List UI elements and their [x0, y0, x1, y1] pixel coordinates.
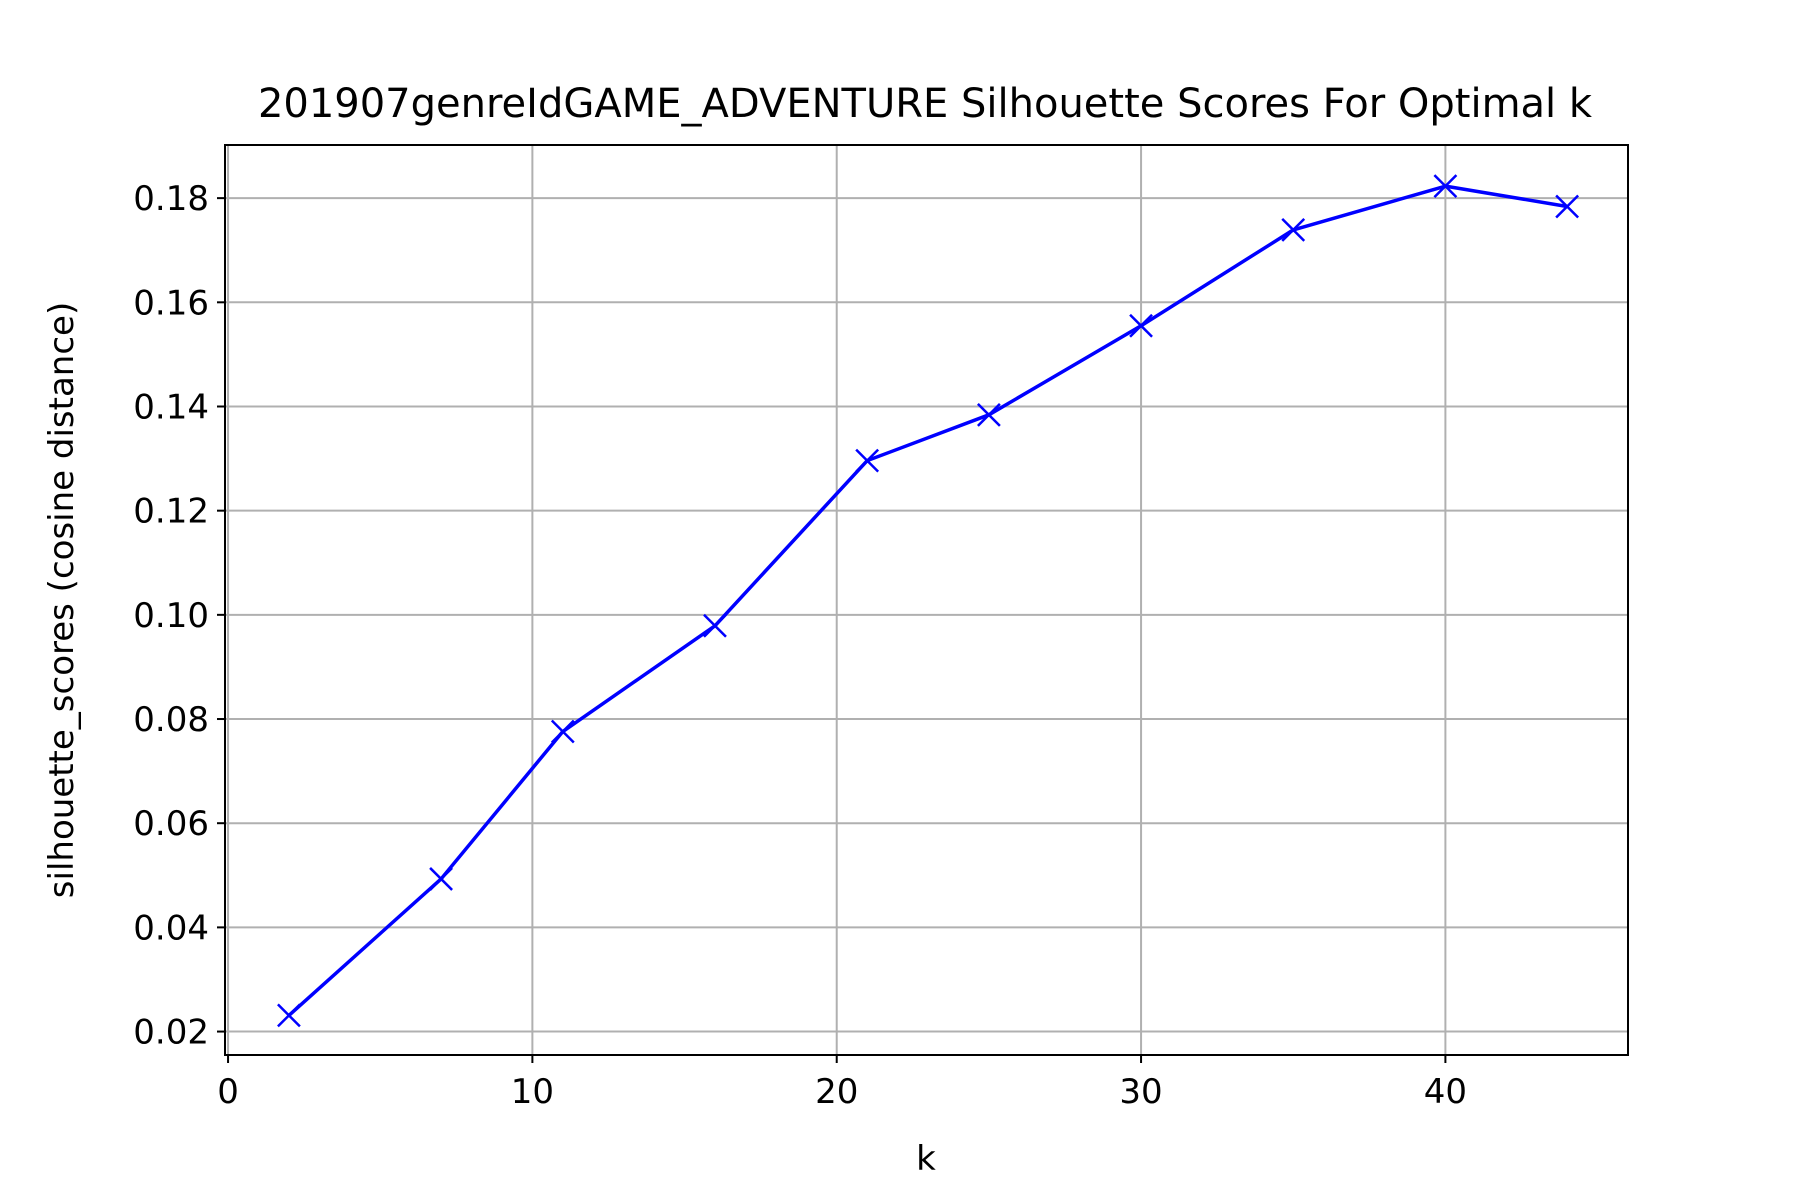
y-tick-label: 0.14	[133, 387, 209, 427]
data-point-marker	[1555, 194, 1580, 219]
data-point-marker	[550, 719, 575, 744]
data-point-marker	[977, 402, 1001, 427]
tick-layer: 0 10 20 30 40 0.02 0.04 0.06 0.08 0.10 0.12 0.14 0.1…	[133, 179, 1467, 1112]
data-point-marker	[1129, 313, 1153, 338]
data-point-marker	[703, 613, 727, 638]
y-tick-label: 0.06	[133, 804, 209, 844]
series-layer	[277, 174, 1580, 1028]
data-point-marker	[429, 867, 453, 891]
x-axis-label: k	[916, 1139, 936, 1179]
x-tick-label: 10	[511, 1072, 554, 1112]
chart-title: 201907genreIdGAME_ADVENTURE Silhouette S…	[258, 81, 1593, 127]
x-tick-label: 20	[815, 1072, 858, 1112]
y-tick-label: 0.08	[133, 700, 209, 740]
x-tick-label: 0	[217, 1072, 239, 1112]
y-tick-label: 0.02	[133, 1013, 209, 1053]
series-line	[287, 184, 1568, 1017]
y-tick-label: 0.18	[133, 179, 209, 219]
x-tick-label: 40	[1424, 1072, 1467, 1112]
y-tick-label: 0.04	[133, 908, 209, 948]
y-axis-label: silhouette_scores (cosine distance)	[42, 302, 82, 898]
grid-layer	[225, 145, 1628, 1055]
plot-frame	[224, 144, 1629, 1056]
y-tick-label: 0.10	[133, 596, 209, 636]
y-tick-label: 0.12	[133, 492, 209, 532]
data-point-marker	[1433, 174, 1458, 199]
x-tick-label: 30	[1119, 1072, 1162, 1112]
data-point-marker	[855, 448, 880, 473]
data-point-marker	[277, 1003, 301, 1028]
y-tick-label: 0.16	[133, 283, 209, 323]
data-point-marker	[1281, 218, 1306, 242]
